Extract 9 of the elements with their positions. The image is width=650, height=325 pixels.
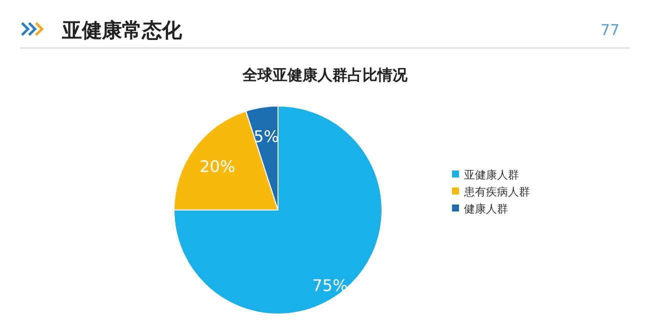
- legend-label: 亚健康人群: [464, 168, 519, 182]
- data-label: 20%: [200, 156, 236, 176]
- legend-label: 患有疾病人群: [463, 186, 530, 198]
- text: 77: [600, 21, 620, 39]
- data-label: 5%: [254, 127, 279, 146]
- text: 亚健康常态化: [61, 18, 183, 42]
- pie-slice: [174, 106, 382, 314]
- chart-title: 全球亚健康人群占比情况: [242, 66, 408, 84]
- legend-label: 健康人群: [464, 202, 508, 216]
